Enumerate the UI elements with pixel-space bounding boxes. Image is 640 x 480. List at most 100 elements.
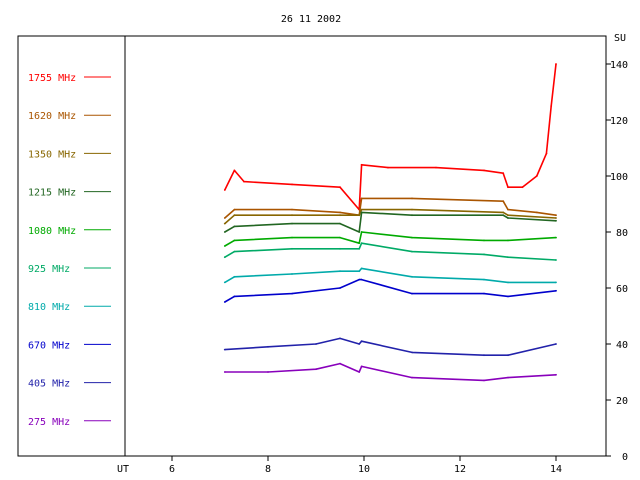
series-point xyxy=(360,267,363,270)
series-point xyxy=(243,180,245,183)
series-point xyxy=(411,275,413,278)
series-point xyxy=(507,208,509,211)
series-point xyxy=(507,281,509,284)
series-point xyxy=(233,208,236,211)
series-point xyxy=(360,365,363,368)
series-line xyxy=(224,211,557,233)
series-point xyxy=(411,351,413,354)
series-point xyxy=(360,197,363,200)
series-point xyxy=(360,242,363,245)
series-point xyxy=(223,245,226,247)
series-point xyxy=(507,239,509,242)
series-point xyxy=(507,214,509,217)
series-point xyxy=(502,211,505,214)
series-point xyxy=(555,219,557,222)
y-tick-label: 100 xyxy=(610,172,628,183)
series-point xyxy=(291,247,293,250)
y-unit-label: SU xyxy=(614,33,626,44)
series-point xyxy=(483,278,485,281)
series-point xyxy=(233,239,236,242)
legend-label: 925 MHz xyxy=(28,264,70,275)
series-point xyxy=(291,222,293,225)
series-line xyxy=(224,337,557,357)
series-point xyxy=(507,376,509,379)
series-point xyxy=(339,236,341,239)
series-point xyxy=(291,214,293,217)
series-line xyxy=(224,231,557,247)
y-tick-label: 0 xyxy=(622,452,628,463)
x-tick-label: 6 xyxy=(169,464,175,475)
series-point xyxy=(555,343,557,345)
series-point xyxy=(339,186,341,189)
series-point xyxy=(291,183,293,186)
series-point xyxy=(223,231,226,233)
series-point xyxy=(435,166,437,169)
series-point xyxy=(358,231,361,233)
series-point xyxy=(507,354,509,357)
y-tick-label: 20 xyxy=(616,396,628,407)
series-point xyxy=(358,343,361,345)
y-tick-label: 120 xyxy=(610,116,628,127)
series-point xyxy=(360,231,363,233)
series-point xyxy=(507,186,509,189)
legend-label: 1080 MHz xyxy=(28,226,76,237)
series-point xyxy=(483,292,485,295)
legend-label: 275 MHz xyxy=(28,417,70,428)
series-point xyxy=(360,340,363,343)
series-point xyxy=(502,214,505,217)
series-point xyxy=(223,281,226,284)
series-point xyxy=(360,211,363,214)
series-point xyxy=(339,337,341,340)
series-point xyxy=(291,292,293,295)
series-point xyxy=(233,214,236,217)
series-point xyxy=(483,253,485,256)
legend: 1755 MHz 1620 MHz 1350 MHz 1215 MHz 1080 MHz… xyxy=(28,73,111,428)
series-line xyxy=(224,362,557,382)
series-point xyxy=(360,278,363,281)
legend-label: 810 MHz xyxy=(28,302,70,313)
series-point xyxy=(291,208,293,211)
series-point xyxy=(555,217,557,219)
x-tick-label: 14 xyxy=(550,464,562,475)
series-point xyxy=(555,289,557,292)
series-point xyxy=(339,247,341,250)
series-point xyxy=(339,362,341,365)
series-point xyxy=(555,63,557,65)
series-point xyxy=(223,256,226,259)
series-point xyxy=(521,186,524,189)
x-tick-label: 10 xyxy=(358,464,370,475)
series-point xyxy=(358,371,361,373)
series-point xyxy=(555,214,557,217)
series-point xyxy=(555,259,557,261)
series-point xyxy=(315,368,317,371)
series-point xyxy=(411,292,413,295)
series-point xyxy=(507,217,509,219)
series-point xyxy=(411,250,413,253)
series-point xyxy=(315,343,317,345)
series-point xyxy=(550,105,553,107)
series-point xyxy=(358,242,361,245)
plot-frame xyxy=(17,35,607,457)
x-tick-label: 12 xyxy=(454,464,466,475)
series-point xyxy=(233,169,236,172)
legend-label: 670 MHz xyxy=(28,340,70,351)
series-point xyxy=(483,239,485,242)
series-line xyxy=(224,63,557,211)
series-point xyxy=(358,247,361,250)
series-point xyxy=(223,348,226,351)
series-point xyxy=(339,214,341,217)
series-point xyxy=(233,295,236,298)
series-point xyxy=(360,208,363,211)
series-point xyxy=(535,211,538,214)
series-point xyxy=(502,172,505,175)
series-point xyxy=(483,169,485,172)
series-point xyxy=(223,222,226,225)
legend-label: 1215 MHz xyxy=(28,188,76,199)
series-point xyxy=(535,175,538,177)
series-point xyxy=(339,211,341,214)
series-point xyxy=(502,200,505,203)
series-line xyxy=(224,278,557,303)
series-point xyxy=(483,354,485,357)
series-line xyxy=(224,267,556,284)
